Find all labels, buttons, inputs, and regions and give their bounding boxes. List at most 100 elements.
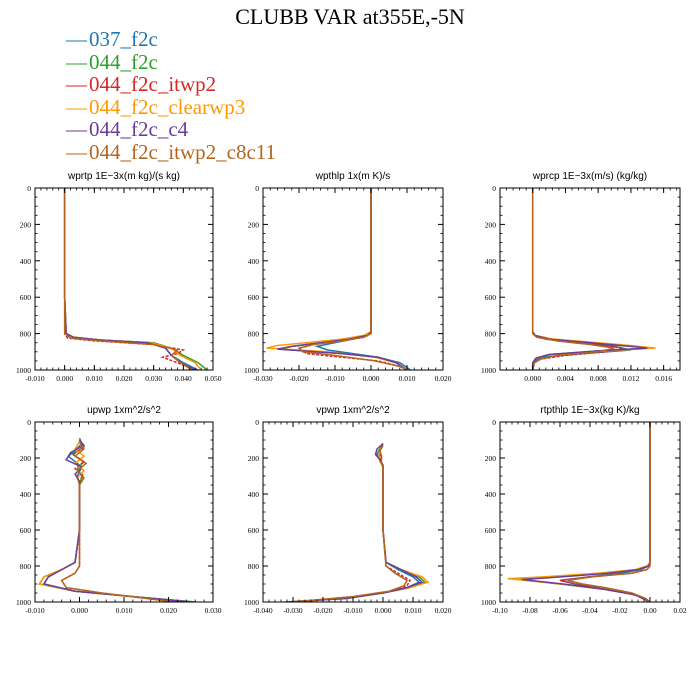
legend-item: —044_f2c: [66, 49, 276, 74]
series-line-044-f2c-c4: [522, 422, 651, 602]
panel-title: upwp 1xm^2/s^2: [87, 405, 161, 416]
legend-line-037-f2c: —: [66, 27, 87, 51]
x-tick-label: 0.040: [175, 374, 192, 383]
legend-item: —044_f2c_itwp2_c8c11: [66, 139, 276, 164]
y-tick-label: 800: [485, 562, 497, 571]
x-tick-label: -0.020: [289, 374, 309, 383]
y-tick-label: 1000: [244, 598, 259, 607]
legend-label: 044_f2c_itwp2: [89, 72, 217, 96]
y-tick-label: 400: [248, 257, 260, 266]
legend-label: 044_f2c_c4: [89, 117, 189, 141]
x-tick-label: -0.02: [612, 606, 628, 615]
series-line-037-f2c: [286, 443, 421, 602]
y-tick-label: 400: [485, 257, 497, 266]
legend-label: 044_f2c_clearwp3: [89, 94, 246, 119]
y-tick-label: 600: [485, 293, 497, 302]
series-line-044-f2c-clearwp3: [38, 441, 191, 602]
x-tick-label: -0.020: [313, 606, 333, 615]
legend-label: 037_f2c: [89, 27, 158, 51]
x-tick-label: 0.012: [622, 374, 639, 383]
series-line-044-f2c-itwp2-c8c11: [63, 188, 193, 370]
y-tick-label: 200: [248, 220, 260, 229]
x-tick-label: -0.04: [582, 606, 598, 615]
y-tick-label: 0: [492, 418, 496, 427]
series-line-044-f2c-itwp2-c8c11: [60, 441, 174, 602]
series-line-044-f2c-itwp2-c8c11: [292, 445, 409, 602]
x-tick-label: -0.010: [25, 374, 45, 383]
y-tick-label: 800: [20, 330, 32, 339]
x-tick-label: -0.010: [25, 606, 45, 615]
y-tick-label: 800: [20, 562, 32, 571]
series-line-044-f2c-c4: [286, 443, 424, 602]
y-tick-label: 0: [27, 418, 31, 427]
x-tick-label: 0.010: [86, 374, 103, 383]
x-tick-label: 0.000: [71, 606, 88, 615]
y-tick-label: 1000: [16, 366, 31, 375]
legend-item: —044_f2c_itwp2: [66, 73, 276, 96]
series-line-044-f2c-itwp2: [292, 445, 412, 602]
legend-line-044-f2c-itwp2-c8c11: —: [66, 139, 87, 164]
y-tick-label: 200: [485, 454, 497, 463]
y-tick-label: 200: [20, 454, 32, 463]
y-tick-label: 0: [492, 184, 496, 193]
y-tick-label: 0: [255, 418, 259, 427]
x-tick-label: 0.010: [399, 374, 416, 383]
y-tick-label: 1000: [481, 366, 496, 375]
y-tick-label: 1000: [244, 366, 259, 375]
y-tick-label: 0: [27, 184, 31, 193]
x-tick-label: 0.004: [557, 374, 574, 383]
panel-title: vpwp 1xm^2/s^2: [316, 405, 390, 416]
y-tick-label: 400: [20, 257, 32, 266]
series-line-044-f2c-itwp2-c8c11: [297, 188, 408, 370]
panel-2: wpthlp 1x(m K)/s 0 200 400 600 800 1000-0.030 -…: [244, 171, 452, 383]
series-line-044-f2c-itwp2-c8c11: [567, 422, 651, 602]
x-tick-label: 0.000: [363, 374, 380, 383]
legend-item: —044_f2c_clearwp3: [66, 94, 276, 119]
y-tick-label: 800: [248, 330, 260, 339]
y-tick-label: 600: [20, 293, 32, 302]
x-tick-label: 0.000: [524, 374, 541, 383]
legend-line-044-f2c-clearwp3: —: [66, 94, 87, 119]
x-tick-label: 0.000: [56, 374, 73, 383]
panel-1: wprtp 1E−3x(m kg)/(s kg) 0 200 400 600 800 100…: [16, 171, 222, 383]
y-tick-label: 1000: [481, 598, 496, 607]
x-tick-label: 0.050: [205, 374, 222, 383]
legend-line-044-f2c-itwp2: —: [66, 72, 87, 96]
x-tick-label: -0.030: [283, 606, 303, 615]
y-tick-label: 600: [248, 526, 260, 535]
y-tick-label: 800: [485, 330, 497, 339]
series-line-044-f2c-itwp2-c8c11: [531, 188, 615, 370]
legend-label: 044_f2c: [89, 49, 158, 74]
plot-frame: [34, 421, 214, 603]
plot-frame: [262, 187, 444, 371]
x-tick-label: 0.008: [590, 374, 607, 383]
x-tick-label: 0.016: [655, 374, 672, 383]
legend-item: —044_f2c_c4: [66, 118, 276, 141]
legend-line-044-f2c: —: [66, 49, 87, 74]
y-tick-label: 200: [248, 454, 260, 463]
legend-line-044-f2c-c4: —: [66, 117, 87, 141]
panel-4: upwp 1xm^2/s^2 0 200 400 600 800 1000-0.010 0.0…: [16, 405, 222, 615]
x-tick-label: 0.02: [673, 606, 686, 615]
x-tick-label: 0.010: [116, 606, 133, 615]
y-tick-label: 600: [20, 526, 32, 535]
y-tick-label: 400: [20, 490, 32, 499]
x-tick-label: -0.10: [492, 606, 508, 615]
x-tick-label: -0.040: [253, 606, 273, 615]
y-tick-label: 0: [255, 184, 259, 193]
series-line-044-f2c-c4: [277, 188, 408, 370]
x-tick-label: 0.020: [435, 606, 452, 615]
x-tick-label: -0.06: [552, 606, 568, 615]
series-line-044-f2c-c4: [531, 188, 648, 370]
panel-title: rtpthlp 1E−3x(kg K)/kg: [540, 405, 639, 416]
legend-item: —037_f2c: [66, 28, 276, 51]
x-tick-label: -0.030: [253, 374, 273, 383]
y-tick-label: 200: [485, 220, 497, 229]
x-tick-label: 0.020: [116, 374, 133, 383]
y-tick-label: 600: [248, 293, 260, 302]
panel-3: wprcp 1E−3x(m/s) (kg/kg) 0 200 400 600 800 100…: [481, 171, 681, 383]
y-tick-label: 1000: [16, 598, 31, 607]
x-tick-label: 0.020: [435, 374, 452, 383]
x-tick-label: 0.00: [643, 606, 656, 615]
